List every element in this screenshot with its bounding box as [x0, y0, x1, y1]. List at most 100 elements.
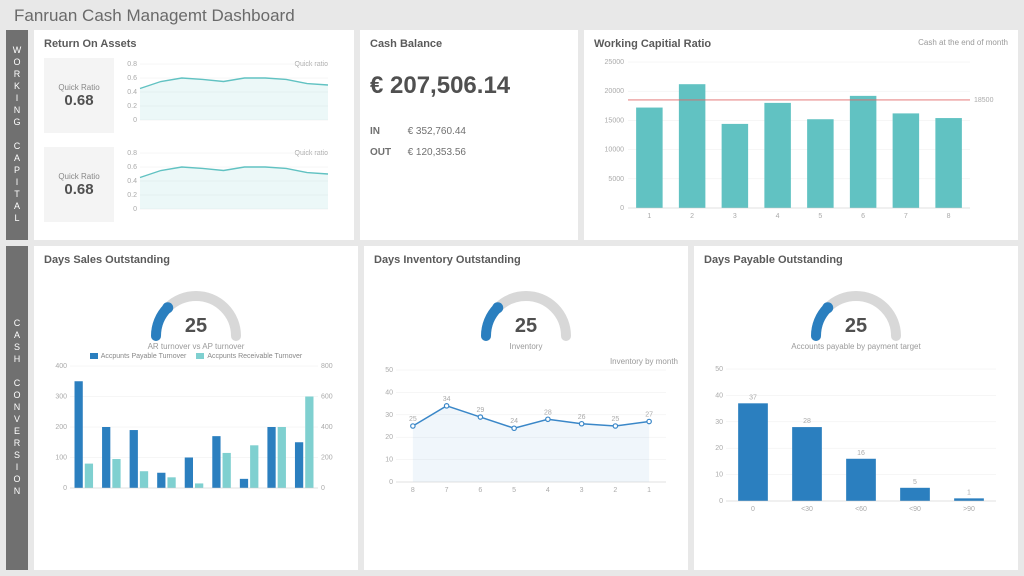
- svg-text:0.8: 0.8: [127, 61, 137, 68]
- svg-text:0: 0: [620, 205, 624, 212]
- svg-text:400: 400: [55, 363, 67, 370]
- dso-legend: Accpunts Payable TurnoverAccpunts Receiv…: [44, 353, 348, 360]
- svg-text:25: 25: [515, 315, 537, 337]
- svg-text:20: 20: [715, 445, 723, 452]
- svg-text:200: 200: [321, 455, 333, 462]
- svg-text:2: 2: [613, 487, 617, 494]
- svg-text:27: 27: [645, 412, 653, 419]
- dpo-title: Days Payable Outstanding: [704, 254, 1008, 266]
- svg-text:5: 5: [913, 479, 917, 486]
- svg-text:>90: >90: [963, 506, 975, 513]
- svg-text:0: 0: [751, 506, 755, 513]
- svg-text:4: 4: [546, 487, 550, 494]
- svg-text:25: 25: [611, 416, 619, 423]
- svg-text:24: 24: [510, 418, 518, 425]
- svg-text:25: 25: [845, 315, 867, 337]
- svg-text:5: 5: [818, 213, 822, 220]
- svg-text:1: 1: [967, 489, 971, 496]
- svg-text:3: 3: [580, 487, 584, 494]
- svg-text:0.6: 0.6: [127, 164, 137, 171]
- svg-text:<90: <90: [909, 506, 921, 513]
- svg-text:50: 50: [385, 367, 393, 374]
- cash-in: IN € 352,760.44: [370, 126, 568, 137]
- dio-sub: Inventory by month: [374, 357, 678, 366]
- svg-text:200: 200: [55, 424, 67, 431]
- svg-text:0.2: 0.2: [127, 103, 137, 110]
- card-dso: Days Sales Outstanding 25 AR turnover vs…: [34, 246, 358, 570]
- card-cash-balance: Cash Balance € 207,506.14 IN € 352,760.4…: [360, 30, 578, 240]
- dpo-caption: Accounts payable by payment target: [704, 342, 1008, 351]
- svg-text:30: 30: [715, 419, 723, 426]
- card-dpo: Days Payable Outstanding 25 Accounts pay…: [694, 246, 1018, 570]
- svg-text:0: 0: [133, 206, 137, 213]
- svg-text:7: 7: [904, 213, 908, 220]
- svg-text:<30: <30: [801, 506, 813, 513]
- wcr-subtitle: Cash at the end of month: [918, 38, 1008, 54]
- svg-text:25: 25: [185, 315, 207, 337]
- svg-text:50: 50: [715, 366, 723, 373]
- svg-text:1: 1: [647, 213, 651, 220]
- svg-text:0: 0: [133, 117, 137, 124]
- svg-text:8: 8: [947, 213, 951, 220]
- dio-caption: Inventory: [374, 342, 678, 351]
- svg-text:10: 10: [385, 457, 393, 464]
- svg-text:Quick ratio: Quick ratio: [295, 61, 329, 68]
- dso-caption: AR turnover vs AP turnover: [44, 342, 348, 351]
- svg-text:20: 20: [385, 434, 393, 441]
- svg-text:34: 34: [443, 396, 451, 403]
- svg-text:0.8: 0.8: [127, 150, 137, 157]
- cash-title: Cash Balance: [370, 38, 568, 50]
- svg-text:28: 28: [803, 418, 811, 425]
- svg-text:2: 2: [690, 213, 694, 220]
- svg-text:0: 0: [63, 485, 67, 492]
- svg-text:6: 6: [478, 487, 482, 494]
- svg-text:100: 100: [55, 455, 67, 462]
- svg-text:4: 4: [776, 213, 780, 220]
- svg-text:28: 28: [544, 409, 552, 416]
- svg-text:0.4: 0.4: [127, 89, 137, 96]
- svg-text:30: 30: [385, 412, 393, 419]
- card-dio: Days Inventory Outstanding 25 Inventory …: [364, 246, 688, 570]
- svg-text:800: 800: [321, 363, 333, 370]
- svg-text:0: 0: [389, 479, 393, 486]
- svg-text:20000: 20000: [605, 88, 625, 95]
- roa-title: Return On Assets: [44, 38, 344, 50]
- svg-text:600: 600: [321, 394, 333, 401]
- svg-text:25: 25: [409, 416, 417, 423]
- svg-text:Quick ratio: Quick ratio: [295, 150, 329, 157]
- svg-text:10: 10: [715, 472, 723, 479]
- svg-text:8: 8: [411, 487, 415, 494]
- svg-text:<60: <60: [855, 506, 867, 513]
- svg-text:10000: 10000: [605, 147, 625, 154]
- section-working-capital: WORKING CAPITAL: [6, 30, 28, 240]
- svg-text:15000: 15000: [605, 117, 625, 124]
- svg-text:40: 40: [385, 389, 393, 396]
- svg-text:0.4: 0.4: [127, 178, 137, 185]
- svg-text:25000: 25000: [605, 59, 625, 66]
- svg-text:0: 0: [321, 485, 325, 492]
- card-return-on-assets: Return On Assets Quick Ratio0.68Quick ra…: [34, 30, 354, 240]
- cash-amount: € 207,506.14: [370, 72, 568, 100]
- svg-text:29: 29: [476, 407, 484, 414]
- svg-text:5000: 5000: [608, 176, 624, 183]
- svg-text:300: 300: [55, 394, 67, 401]
- svg-text:5: 5: [512, 487, 516, 494]
- svg-text:0.6: 0.6: [127, 75, 137, 82]
- section-cash-conversion: CASH CONVERSION: [6, 246, 28, 570]
- svg-text:3: 3: [733, 213, 737, 220]
- cash-out: OUT € 120,353.56: [370, 147, 568, 158]
- svg-text:0: 0: [719, 498, 723, 505]
- svg-text:16: 16: [857, 450, 865, 457]
- page-title: Fanruan Cash Managemt Dashboard: [0, 0, 1024, 30]
- svg-text:400: 400: [321, 424, 333, 431]
- svg-text:40: 40: [715, 392, 723, 399]
- card-wcr: Working Capitial Ratio Cash at the end o…: [584, 30, 1018, 240]
- svg-text:7: 7: [445, 487, 449, 494]
- svg-text:37: 37: [749, 394, 757, 401]
- dso-title: Days Sales Outstanding: [44, 254, 348, 266]
- svg-text:0.2: 0.2: [127, 192, 137, 199]
- svg-text:26: 26: [578, 414, 586, 421]
- svg-text:18500: 18500: [974, 97, 994, 104]
- svg-text:6: 6: [861, 213, 865, 220]
- dio-title: Days Inventory Outstanding: [374, 254, 678, 266]
